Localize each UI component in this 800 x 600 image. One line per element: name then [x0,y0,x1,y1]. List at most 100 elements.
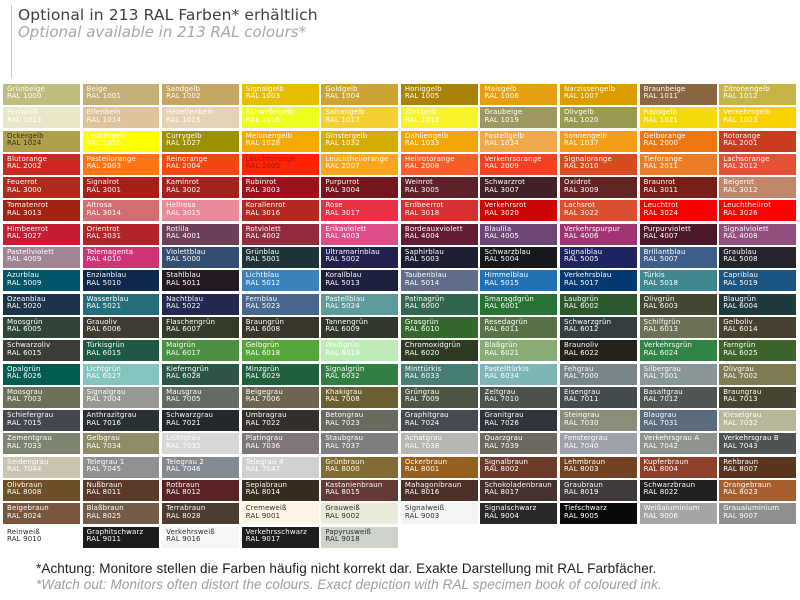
swatch-ral-number: RAL 1026 [86,139,122,147]
swatch-ral-number: RAL 9002 [325,511,360,520]
colour-swatch-ral-3003-rubinrot: Rubinrot RAL 3003 [241,177,319,199]
swatch-colour-name: Signalbraun [484,457,529,466]
colour-swatch-ral-8008-olivbraun: Olivbraun RAL 8008 [3,480,80,502]
colour-swatch-ral-9001-cremewei-: Cremeweiß RAL 9001 [241,503,319,525]
swatch-colour-name: Altrosa [86,201,113,210]
swatch-ral-number: RAL 7023 [325,418,360,427]
colour-swatch-ral-7006-beigegrau: Beigegrau RAL 7006 [241,386,319,408]
colour-swatch-ral-2009-verkehrsorange: Verkehrsorange RAL 2009 [480,153,558,175]
swatch-colour-name: Orientrot [86,224,120,233]
swatch-colour-name: Rehbraun [723,457,759,466]
colour-swatch-ral-7023-betongrau: Betongrau RAL 7023 [321,410,399,432]
swatch-ral-number: RAL 5011 [166,278,201,287]
colour-swatch-ral-6000-patinagr-n: Patinagrün RAL 6000 [400,293,478,315]
colour-swatch-ral-7002-olivgrau: Olivgrau RAL 7002 [719,363,797,385]
colour-swatch-ral-7004-signalgrau: Signalgrau RAL 7004 [82,386,160,408]
swatch-ral-number: RAL 1023 [723,115,758,124]
swatch-ral-number: RAL 8004 [643,465,679,474]
swatch-ral-number: RAL 1028 [245,139,281,147]
swatch-ral-number: RAL 7015 [7,418,42,427]
swatch-colour-name: Verkehrsblau [564,271,612,280]
swatch-colour-name: Laubgrün [564,294,599,303]
colour-swatch-ral-5002-ultramarinblau: Ultramarinblau RAL 5002 [321,247,399,269]
swatch-ral-number: RAL 6029 [245,371,281,380]
colour-swatch-ral-3011-braunrot: Braunrot RAL 3011 [639,177,717,199]
colour-swatch-ral-8003-lehmbraun: Lehmbraun RAL 8003 [560,456,637,478]
colour-swatch-ral-4009-pastellviolett: Pastellviolett RAL 4009 [3,247,80,269]
swatch-ral-number: RAL 8001 [404,465,440,474]
swatch-colour-name: Rubinrot [245,178,277,187]
colour-swatch-ral-5015-himmelblau: Himmelblau RAL 5015 [480,270,558,292]
colour-swatch-ral-3005-weinrot: Weinrot RAL 3005 [400,177,478,199]
colour-swatch-ral-6014-gelboliv: Gelboliv RAL 6014 [719,316,797,338]
colour-swatch-ral-3022-lachsrot: Lachsrot RAL 3022 [560,200,637,222]
colour-swatch-ral-8016-mahagonibraun: Mahagonibraun RAL 8016 [400,480,478,502]
swatch-colour-name: Basaltgrau [643,387,683,396]
swatch-ral-number: RAL 2002 [7,162,42,171]
page-subtitle: Optional available in 213 RAL colours* [18,23,307,41]
swatch-colour-name: Sonnengelb [564,131,608,140]
swatch-ral-number: RAL 5010 [86,278,122,287]
swatch-colour-name: Minzgrün [245,364,280,373]
colour-swatch-ral-5017-verkehrsblau: Verkehrsblau RAL 5017 [560,270,637,292]
colour-swatch-ral-5009-azurblau: Azurblau RAL 5009 [3,270,80,292]
swatch-colour-name: Moosgrün [7,317,43,326]
swatch-colour-name: Blaugrün [723,294,757,303]
footer-note-de: *Achtung: Monitore stellen die Farben hä… [36,561,657,576]
swatch-colour-name: Kieselgrau [723,411,762,420]
swatch-ral-number: RAL 6033 [404,371,440,380]
swatch-ral-number: RAL 4003 [325,232,360,241]
swatch-ral-number: RAL 7031 [643,418,679,427]
colour-swatch-ral-3001-signalrot: Signalrot RAL 3001 [82,177,160,199]
swatch-ral-number: RAL 5014 [404,278,440,287]
colour-swatch-ral-7044-seidengrau: Seidengrau RAL 7044 [3,456,80,478]
swatch-ral-number: RAL 3018 [404,208,440,217]
colour-swatch-ral-1034-pastellgelb: Pastellgelb RAL 1034 [480,130,558,152]
colour-swatch-ral-6001-smaragdgr-n: Smaragdgrün RAL 6001 [480,293,558,315]
colour-swatch-ral-3014-altrosa: Altrosa RAL 3014 [82,200,160,222]
colour-swatch-ral-7005-mausgrau: Mausgrau RAL 7005 [162,386,240,408]
colour-swatch-ral-1014-elfenbein: Elfenbein RAL 1014 [82,107,160,129]
colour-swatch-ral-6029-minzgr-n: Minzgrün RAL 6029 [241,363,319,385]
swatch-colour-name: Türkis [643,271,665,280]
swatch-ral-number: RAL 7038 [404,441,440,450]
footer-note-en: *Watch out: Monitors often distort the c… [36,577,662,592]
swatch-colour-name: Schwarzbraun [643,481,696,490]
swatch-colour-name: Verkehrsrot [484,201,527,210]
colour-swatch-ral-7036-platingrau: Platingrau RAL 7036 [241,433,319,455]
swatch-colour-name: Safrangelb [325,108,365,117]
swatch-colour-name: Maisgelb [484,85,517,93]
swatch-ral-number: RAL 8014 [245,488,281,497]
swatch-ral-number: RAL 9006 [643,511,679,520]
swatch-colour-name: Lehmbraun [564,457,606,466]
swatch-colour-name: Ginstergelb [325,131,368,140]
swatch-colour-name: Grauweiß [325,504,360,513]
swatch-colour-name: Maigrün [166,341,196,350]
swatch-ral-number: RAL 7036 [245,441,281,450]
swatch-ral-number: RAL 1002 [166,92,201,101]
swatch-ral-number: RAL 7008 [325,395,360,404]
ral-colour-grid: Grünbeige RAL 1000 Beige RAL 1001 Sandgelb RA… [3,84,797,548]
swatch-ral-number: RAL 1007 [564,92,599,101]
swatch-ral-number: RAL 5000 [166,255,201,264]
swatch-colour-name: Rotbraun [166,481,200,490]
swatch-ral-number: RAL 8012 [166,488,201,497]
swatch-ral-number: RAL 5001 [245,255,281,264]
swatch-colour-name: Rotviolett [245,224,281,233]
swatch-ral-number: RAL 2012 [723,162,758,171]
swatch-colour-name: Signalviolett [723,224,769,233]
colour-swatch-ral-1021-rapsgelb: Rapsgelb RAL 1021 [639,107,717,129]
swatch-ral-number: RAL 6024 [643,348,679,357]
swatch-ral-number: RAL 7016 [86,418,122,427]
swatch-colour-name: Olivbraun [7,481,43,490]
colour-swatch-ral-6022-braunoliv: Braunoliv RAL 6022 [560,340,637,362]
colour-swatch-ral-6034-pastellt-rkis: Pastelltürkis RAL 6034 [480,363,558,385]
swatch-ral-number: RAL 3031 [86,232,122,241]
swatch-colour-name: Signalweiß [404,504,445,513]
swatch-colour-name: Capriblau [723,271,759,280]
colour-swatch-ral-5011-stahlblau: Stahlblau RAL 5011 [162,270,240,292]
swatch-ral-number: RAL 3017 [325,208,360,217]
colour-swatch-ral-2007-leuchthellorange: Leuchthellorange RAL 2007 [321,153,399,175]
swatch-ral-number: RAL 6000 [404,302,440,311]
colour-swatch-ral-5008-graublau: Graublau RAL 5008 [719,247,797,269]
